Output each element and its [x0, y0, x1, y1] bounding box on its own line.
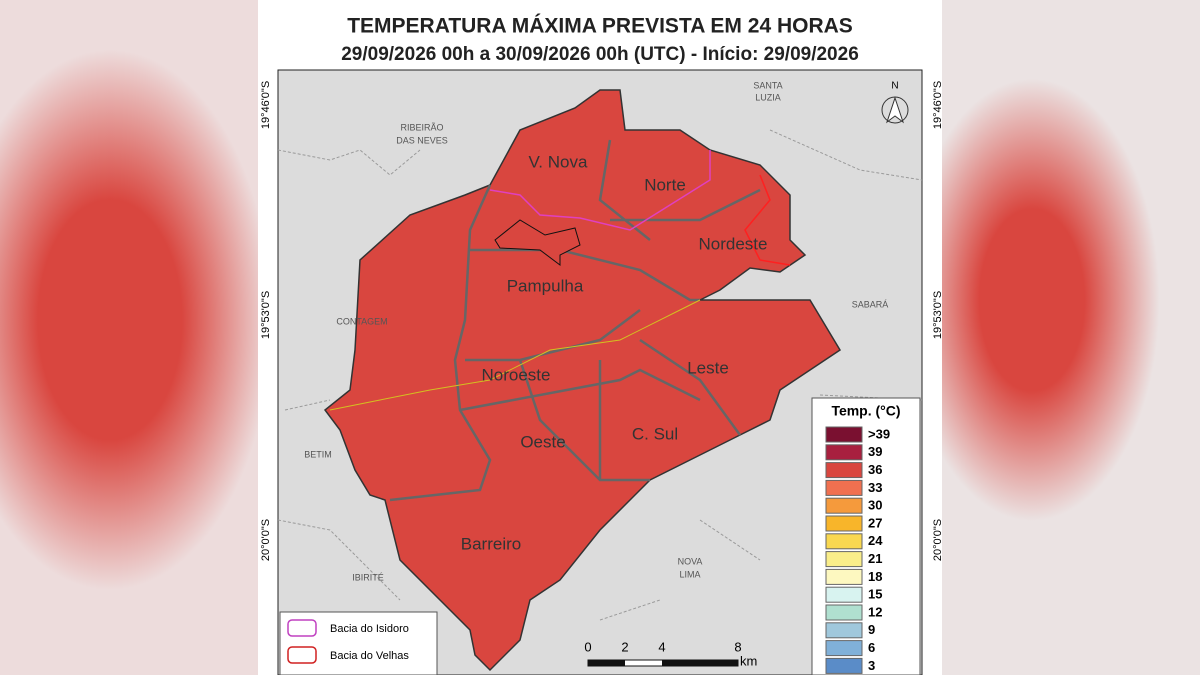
legend-swatch [825, 568, 863, 585]
isidoro-basin [489, 150, 711, 231]
legend-label: 27 [868, 515, 882, 530]
latitude-label: 19°46'0"S [260, 81, 272, 129]
legend-label: 30 [868, 498, 882, 513]
legend-title: Temp. (°C) [831, 403, 900, 419]
legend-swatch [825, 515, 863, 532]
scale-bar [587, 659, 739, 667]
region-label: Norte [644, 175, 686, 194]
legend-swatch [825, 622, 863, 639]
region-label: Noroeste [482, 365, 551, 384]
region-label: V. Nova [529, 152, 588, 171]
region-label: Nordeste [699, 234, 768, 253]
legend-label: 33 [868, 480, 882, 495]
scale-unit: km [740, 653, 757, 668]
neighbor-label: SABARÁ [852, 299, 889, 309]
latitude-label: 20°0'0"S [260, 519, 272, 561]
legend-swatch [825, 551, 863, 568]
legend-swatch [825, 586, 863, 603]
latitude-label: 20°0'0"S [932, 519, 944, 561]
legend-swatch [825, 533, 863, 550]
legend-swatch [825, 657, 863, 674]
neighbor-label: DAS NEVES [396, 135, 448, 145]
legend-label: 6 [868, 640, 875, 655]
neighbor-label: LIMA [679, 569, 700, 579]
legend-label: >39 [868, 426, 890, 441]
city-area [323, 89, 842, 672]
legend-label: 21 [868, 551, 882, 566]
legend-label: 24 [868, 533, 883, 548]
legend-swatch [825, 444, 863, 461]
legend-label: 39 [868, 444, 882, 459]
subtitle: 29/09/2026 00h a 30/09/2026 00h (UTC) - … [341, 44, 859, 65]
legend-swatch [825, 426, 863, 443]
lagoa-pampulha [494, 219, 581, 266]
neighbor-label: BETIM [304, 449, 332, 459]
region-label: Leste [687, 358, 729, 377]
neighbor-label: IBIRITÉ [352, 572, 384, 582]
region-label: C. Sul [632, 424, 678, 443]
region-label: Barreiro [461, 534, 521, 553]
neighbor-label: RIBEIRÃO [400, 122, 443, 132]
legend-swatch [825, 479, 863, 496]
north-label: N [891, 81, 898, 92]
neighbor-label: SANTA [753, 80, 782, 90]
scale-label: 8 [734, 639, 741, 654]
region-label: Oeste [520, 432, 565, 451]
other-basin [329, 299, 701, 411]
latitude-label: 19°53'0"S [932, 291, 944, 339]
legend-label: 36 [868, 462, 882, 477]
latitude-label: 19°53'0"S [260, 291, 272, 339]
neighbor-label: CONTAGEM [336, 316, 387, 326]
basin-swatch [287, 646, 317, 664]
neighbor-label: LUZIA [755, 92, 781, 102]
legend-swatch [825, 462, 863, 479]
region-label: Pampulha [507, 276, 584, 295]
basin-label: Bacia do Velhas [330, 650, 409, 662]
legend-label: 9 [868, 622, 875, 637]
latitude-label: 19°46'0"S [932, 81, 944, 129]
legend-label: 12 [868, 604, 882, 619]
basin-label: Bacia do Isidoro [330, 623, 409, 635]
scale-label: 0 [584, 639, 591, 654]
title: TEMPERATURA MÁXIMA PREVISTA EM 24 HORAS [347, 15, 853, 38]
legend-label: 3 [868, 658, 875, 673]
north-arrow [881, 96, 909, 124]
basin-swatch [287, 619, 317, 637]
scale-label: 4 [658, 639, 665, 654]
scale-label: 2 [621, 639, 628, 654]
legend-swatch [825, 640, 863, 657]
background [942, 0, 1200, 675]
legend-label: 15 [868, 587, 882, 602]
legend-swatch [825, 497, 863, 514]
neighbor-label: NOVA [678, 556, 703, 566]
velhas-basin [744, 174, 791, 266]
legend-label: 18 [868, 569, 882, 584]
legend-swatch [825, 604, 863, 621]
